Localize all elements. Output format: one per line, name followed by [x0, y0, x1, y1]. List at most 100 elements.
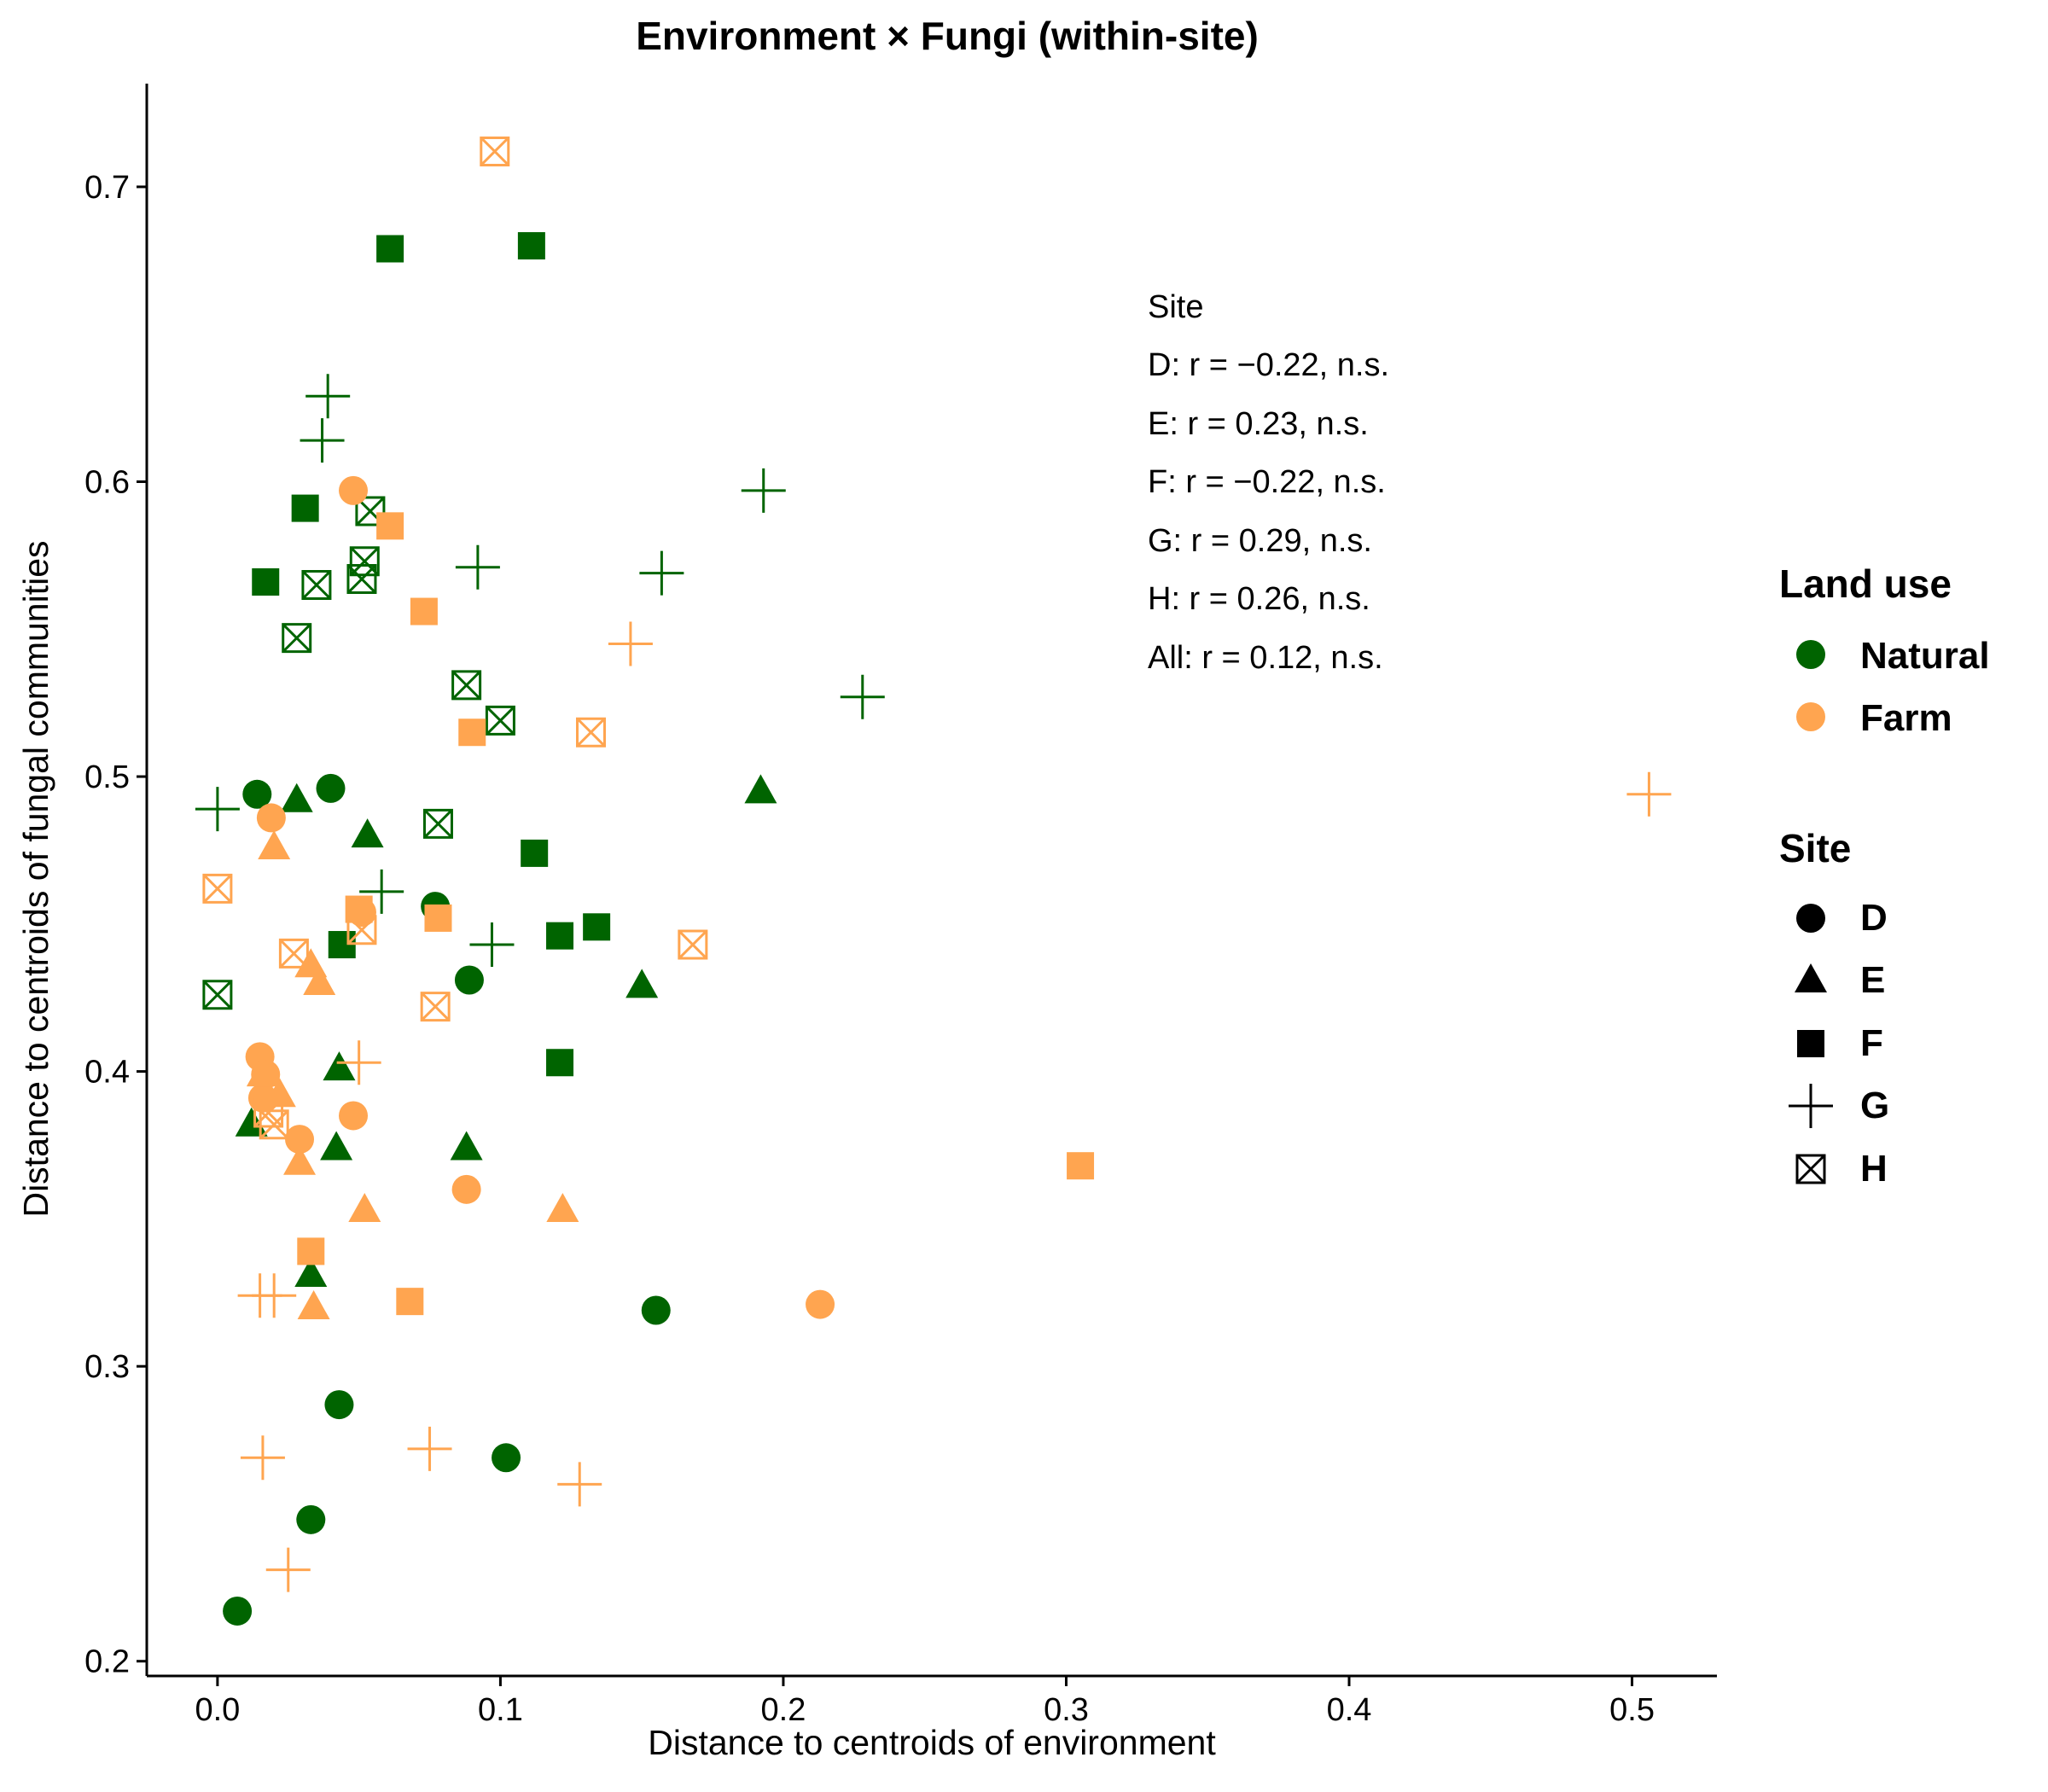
point-natural-d	[316, 773, 346, 803]
legend-site-f-label: F	[1860, 1022, 1883, 1064]
legend-site-title: Site	[1779, 826, 1851, 870]
point-natural-f	[546, 922, 574, 950]
data-points	[195, 136, 1672, 1626]
point-natural-f	[252, 567, 280, 596]
point-farm-f	[458, 719, 486, 747]
point-natural-h	[282, 623, 312, 654]
legend-site: Site D E F G H	[1779, 826, 1889, 1190]
point-natural-e	[280, 783, 313, 812]
legend-site-d-shape	[1796, 904, 1825, 933]
point-farm-f	[297, 1237, 325, 1265]
point-farm-g	[240, 1435, 285, 1481]
point-natural-g	[639, 550, 684, 596]
point-natural-f	[546, 1049, 574, 1077]
point-farm-g	[608, 621, 653, 666]
legend-site-shapes	[1789, 904, 1833, 1184]
y-tick-label: 0.4	[84, 1055, 130, 1091]
legend-site-g-label: G	[1860, 1085, 1889, 1126]
point-farm-h	[678, 929, 708, 960]
point-natural-f	[291, 494, 319, 522]
point-natural-d	[454, 965, 484, 995]
point-farm-d	[451, 1174, 481, 1204]
legend-site-h-shape	[1795, 1154, 1826, 1184]
point-natural-e	[320, 1131, 353, 1161]
point-natural-e	[294, 1258, 328, 1288]
point-natural-d	[242, 779, 272, 809]
point-farm-f	[376, 512, 404, 540]
point-natural-d	[223, 1596, 253, 1626]
point-natural-g	[741, 468, 786, 513]
point-natural-f	[521, 839, 549, 867]
point-farm-h	[346, 915, 377, 945]
legend-natural-label: Natural	[1860, 635, 1990, 677]
y-axis-ticks: 0.2 0.3 0.4 0.5 0.6 0.7	[84, 170, 147, 1680]
point-farm-f	[410, 597, 438, 625]
point-natural-g	[195, 787, 240, 832]
point-natural-f	[517, 232, 545, 260]
chart-title: Environment × Fungi (within-site)	[636, 14, 1259, 58]
annotation-line-f: F: r = −0.22, n.s.	[1148, 464, 1386, 500]
x-tick-label: 0.1	[478, 1692, 523, 1728]
y-tick-label: 0.6	[84, 465, 130, 501]
point-natural-d	[492, 1443, 521, 1473]
legend-farm-swatch	[1796, 702, 1825, 731]
point-natural-e	[625, 969, 659, 998]
point-farm-d	[285, 1125, 315, 1155]
point-farm-f	[396, 1288, 424, 1316]
x-tick-label: 0.4	[1327, 1692, 1372, 1728]
point-farm-f	[1067, 1152, 1095, 1180]
legend-site-d-label: D	[1860, 897, 1888, 939]
legend-natural-swatch	[1796, 640, 1825, 669]
legend-site-e-label: E	[1860, 959, 1885, 1001]
point-farm-d	[339, 1101, 369, 1131]
point-farm-g	[557, 1462, 602, 1507]
point-farm-h	[259, 1109, 289, 1140]
point-natural-d	[641, 1295, 671, 1325]
point-farm-e	[348, 1193, 381, 1223]
point-farm-f	[424, 904, 452, 932]
x-tick-label: 0.3	[1044, 1692, 1089, 1728]
legend-site-g-shape	[1789, 1084, 1833, 1128]
annotation-line-e: E: r = 0.23, n.s.	[1148, 406, 1369, 442]
x-axis-title: Distance to centroids of environment	[648, 1723, 1216, 1762]
legend-site-e-shape	[1795, 963, 1827, 992]
point-natural-h	[422, 808, 453, 839]
annotation-line-d: D: r = −0.22, n.s.	[1148, 347, 1389, 383]
y-tick-label: 0.5	[84, 759, 130, 795]
annotation-line-h: H: r = 0.26, n.s.	[1148, 581, 1370, 617]
point-natural-g	[840, 674, 885, 719]
x-axis-ticks: 0.0 0.1 0.2 0.3 0.4 0.5	[195, 1676, 1655, 1728]
point-farm-d	[256, 803, 286, 833]
y-tick-label: 0.7	[84, 170, 130, 206]
legend-site-f-shape	[1797, 1030, 1824, 1057]
point-farm-g	[252, 1273, 297, 1318]
point-natural-g	[469, 922, 515, 968]
point-farm-h	[202, 873, 233, 904]
y-tick-label: 0.2	[84, 1644, 130, 1680]
point-farm-h	[480, 136, 510, 166]
point-farm-g	[1626, 771, 1672, 817]
point-farm-h	[420, 992, 451, 1022]
point-natural-e	[450, 1131, 483, 1161]
point-farm-e	[303, 965, 336, 995]
point-farm-e	[297, 1290, 330, 1320]
point-natural-g	[455, 544, 500, 590]
point-farm-d	[339, 475, 369, 505]
annotation-line-all: All: r = 0.12, n.s.	[1148, 640, 1383, 676]
point-natural-e	[351, 818, 384, 848]
point-natural-h	[485, 705, 515, 736]
x-tick-label: 0.0	[195, 1692, 240, 1728]
point-farm-g	[336, 1040, 381, 1085]
point-farm-e	[283, 1145, 317, 1175]
point-natural-h	[451, 670, 482, 701]
point-farm-h	[576, 717, 607, 748]
point-natural-g	[305, 374, 351, 419]
y-tick-label: 0.3	[84, 1349, 130, 1385]
point-natural-e	[744, 774, 777, 804]
x-tick-label: 0.5	[1609, 1692, 1655, 1728]
point-natural-f	[376, 235, 404, 263]
point-natural-d	[324, 1390, 354, 1420]
legend-land-use-title: Land use	[1779, 561, 1952, 606]
x-tick-label: 0.2	[761, 1692, 806, 1728]
